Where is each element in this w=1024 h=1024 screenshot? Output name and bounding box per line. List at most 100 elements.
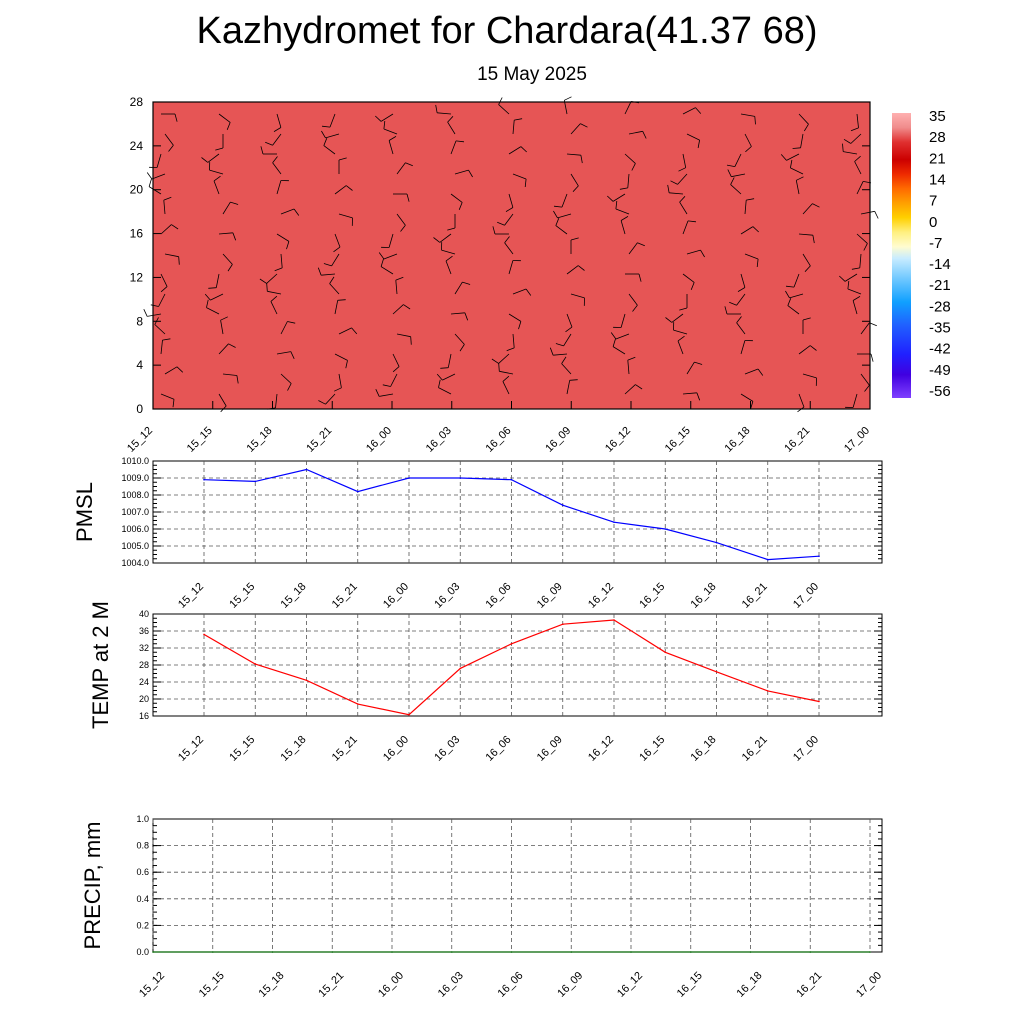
wind-barb-flag bbox=[785, 290, 790, 299]
ytick-label: 36 bbox=[139, 626, 149, 636]
wind-barb-shaft bbox=[798, 113, 809, 125]
wind-barb-shaft bbox=[798, 393, 805, 408]
heat-xtick-label: 16_06 bbox=[484, 425, 514, 455]
wind-barb-shaft bbox=[445, 260, 452, 275]
wind-barb-shaft bbox=[388, 140, 394, 155]
wind-barb-flag bbox=[851, 267, 860, 270]
wind-barb-shaft bbox=[276, 113, 282, 128]
heat-xtick-label: 16_09 bbox=[543, 425, 573, 455]
temp-panel: 16 20 24 28 32 36 40 15_12 15_15 15_18 15_21 16_00 1… bbox=[88, 601, 883, 764]
xtick-label: 16_15 bbox=[637, 734, 667, 764]
wind-barb-flag bbox=[870, 353, 874, 362]
wind-barb-flag bbox=[160, 286, 168, 293]
wind-barb-shaft bbox=[438, 387, 452, 395]
ytick-label: 20 bbox=[139, 694, 149, 704]
chart-subtitle: 15 May 2025 bbox=[477, 64, 587, 85]
temp-point bbox=[664, 651, 667, 654]
wind-barb-flag bbox=[525, 288, 532, 296]
wind-barb-flag bbox=[637, 242, 645, 247]
wind-barb-shaft bbox=[504, 213, 514, 226]
wind-barb-shaft bbox=[267, 290, 282, 295]
wind-barb-flag bbox=[580, 155, 583, 164]
ytick-label: 28 bbox=[139, 660, 149, 670]
temp-point bbox=[459, 667, 462, 670]
xtick-label: 16_00 bbox=[381, 734, 411, 764]
xtick-label: 15_18 bbox=[279, 734, 309, 764]
colorbar-label: 14 bbox=[929, 171, 946, 188]
wind-barb-flag bbox=[520, 146, 527, 153]
pmsl-point bbox=[203, 478, 205, 481]
wind-barb-shaft bbox=[682, 392, 697, 395]
wind-barb-shaft bbox=[498, 353, 510, 364]
wind-barb-flag bbox=[785, 285, 795, 288]
wind-barb-shaft bbox=[383, 128, 398, 135]
xtick-label: 16_18 bbox=[689, 581, 719, 611]
wind-barb-flag bbox=[842, 143, 844, 152]
wind-barb-flag bbox=[803, 123, 809, 132]
wind-barb-shaft bbox=[454, 281, 463, 295]
wind-barb-shaft bbox=[148, 186, 162, 195]
wind-barb-shaft bbox=[390, 373, 398, 387]
xtick-label: 15_12 bbox=[176, 734, 206, 764]
wind-barb-shaft bbox=[218, 232, 233, 235]
wind-barb-flag bbox=[524, 178, 527, 188]
wind-barb-shaft bbox=[321, 273, 336, 276]
wind-barb-shaft bbox=[215, 273, 220, 288]
wind-barb-flag bbox=[569, 379, 578, 381]
xtick-label: 16_12 bbox=[615, 970, 645, 1000]
wind-barb-shaft bbox=[740, 113, 755, 117]
wind-barb-shaft bbox=[270, 301, 278, 315]
heatmap-field bbox=[153, 102, 870, 409]
wind-barb-shaft bbox=[856, 113, 859, 128]
wind-barb-shaft bbox=[512, 333, 515, 348]
wind-barb-flag bbox=[321, 130, 326, 139]
wind-barb-shaft bbox=[628, 293, 638, 306]
colorbar-label: 7 bbox=[929, 193, 937, 210]
wind-barb-flag bbox=[796, 176, 804, 181]
ytick-label: 0.2 bbox=[136, 920, 149, 930]
wind-barb-flag bbox=[727, 169, 732, 177]
temp-point bbox=[613, 619, 615, 621]
xtick-label: 16_06 bbox=[496, 970, 526, 1000]
wind-barb-shaft bbox=[508, 260, 514, 275]
wind-barb-flag bbox=[504, 236, 510, 244]
heat-ytick-label: 24 bbox=[130, 139, 144, 153]
wind-barb-flag bbox=[627, 356, 636, 361]
wind-barb-shaft bbox=[624, 384, 636, 395]
wind-barb-flag bbox=[632, 304, 638, 312]
wind-barb-shaft bbox=[740, 226, 754, 235]
wind-barb-shaft bbox=[744, 253, 759, 260]
xtick-label: 16_03 bbox=[432, 581, 462, 611]
wind-barb-flag bbox=[204, 293, 211, 301]
wind-barb-flag bbox=[143, 309, 148, 317]
wind-barb-shaft bbox=[844, 273, 858, 282]
wind-barb-flag bbox=[700, 249, 705, 258]
wind-barb-flag bbox=[329, 276, 335, 284]
precip-point bbox=[451, 951, 453, 953]
wind-barb-shaft bbox=[615, 333, 630, 340]
xtick-label: 15_18 bbox=[279, 581, 309, 611]
wind-barb-shaft bbox=[736, 322, 746, 335]
wind-barb-flag bbox=[403, 304, 411, 310]
xtick-label: 16_09 bbox=[555, 970, 585, 1000]
colorbar-label: 21 bbox=[929, 150, 946, 167]
wind-barb-flag bbox=[226, 122, 231, 130]
wind-barb-flag bbox=[447, 227, 456, 231]
wind-barb-flag bbox=[565, 326, 573, 333]
wind-barb-flag bbox=[812, 235, 815, 244]
colorbar-label: -56 bbox=[929, 383, 951, 400]
wind-barb-flag bbox=[804, 265, 811, 272]
wind-barb-shaft bbox=[392, 304, 404, 315]
wind-barb-flag bbox=[665, 317, 673, 323]
wind-barb-flag bbox=[447, 116, 454, 123]
wind-barb-shaft bbox=[280, 208, 295, 215]
xtick-label: 16_18 bbox=[735, 970, 765, 1000]
wind-barb-shaft bbox=[789, 293, 804, 299]
wind-barb-shaft bbox=[280, 321, 288, 335]
wind-barb-flag bbox=[383, 120, 386, 130]
wind-barb-shaft bbox=[499, 370, 514, 375]
wind-barb-flag bbox=[162, 338, 171, 341]
wind-barb-flag bbox=[215, 147, 224, 151]
xtick-label: 16_12 bbox=[586, 734, 616, 764]
wind-barb-flag bbox=[163, 196, 172, 201]
